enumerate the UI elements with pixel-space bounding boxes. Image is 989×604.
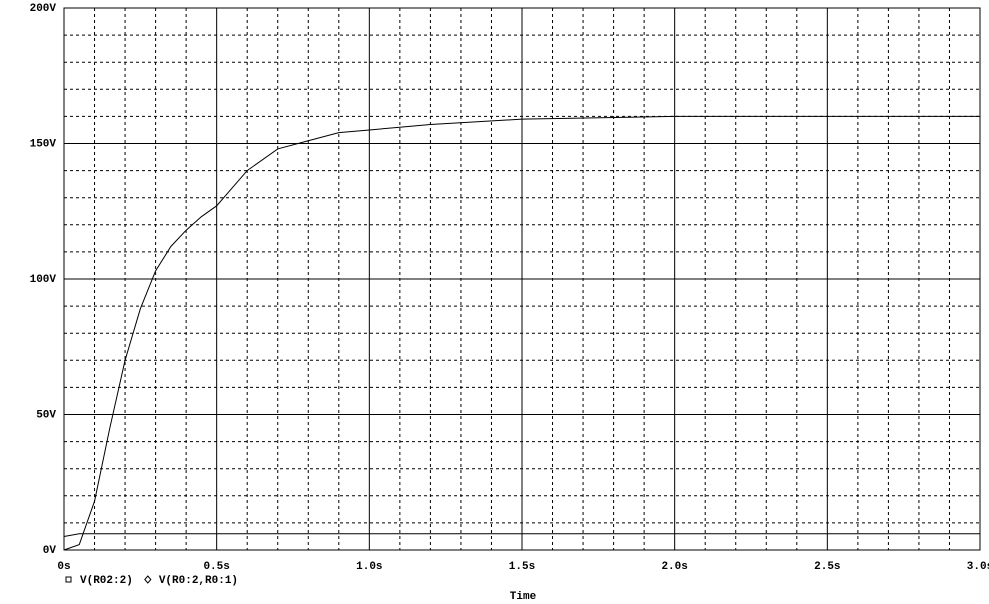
x-tick-label: 1.5s [509,561,535,573]
legend-item: V(R02:2) [65,575,133,587]
x-axis-label: Time [510,591,537,603]
plot-frame [63,7,981,551]
y-tick-label: 50V [36,409,56,421]
x-tick-label: 0s [57,561,70,573]
x-tick-label: 3.0s [967,561,989,573]
x-tick-label: 0.5s [203,561,229,573]
y-tick-label: 100V [30,274,57,286]
legend-label: V(R02:2) [80,575,133,587]
legend-marker [144,575,152,584]
legend-item: V(R0:2,R0:1) [144,575,238,587]
x-tick-label: 2.5s [814,561,840,573]
x-tick-label: 2.0s [661,561,687,573]
legend-label: V(R0:2,R0:1) [159,575,238,587]
series-line [63,115,980,551]
series-line [63,533,980,537]
y-tick-label: 200V [30,3,57,15]
x-tick-label: 1.0s [356,561,382,573]
y-tick-label: 150V [30,138,57,150]
y-tick-label: 0V [43,545,57,557]
legend-marker [65,576,72,583]
